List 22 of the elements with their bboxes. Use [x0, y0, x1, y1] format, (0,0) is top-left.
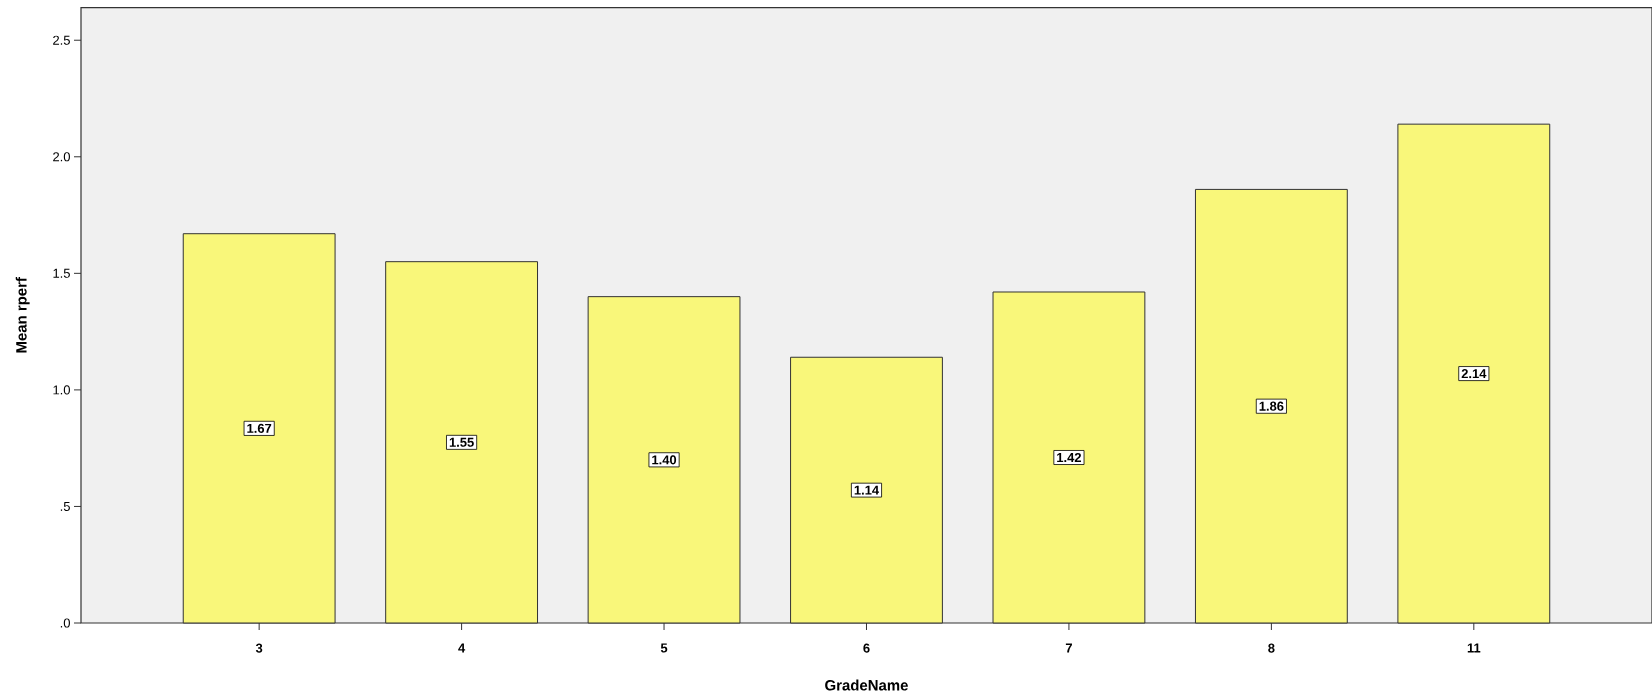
x-tick-label: 11	[1467, 643, 1481, 653]
y-tick-label: 2.5	[53, 35, 70, 45]
data-label: 1.67	[247, 423, 272, 433]
y-tick-label: .0	[60, 618, 70, 628]
data-label: 2.14	[1461, 369, 1487, 379]
y-axis-title: Mean rperf	[15, 277, 30, 353]
y-tick-label: .5	[60, 501, 70, 511]
data-label: 1.55	[449, 437, 474, 447]
data-label: 1.14	[854, 485, 880, 495]
x-tick-label: 5	[660, 643, 668, 653]
x-axis-title: GradeName	[825, 679, 908, 691]
x-tick-label: 4	[458, 643, 466, 653]
x-tick-label: 6	[863, 643, 870, 653]
x-tick-label: 8	[1268, 643, 1275, 653]
y-tick-label: 1.0	[53, 385, 70, 395]
x-tick-label: 3	[255, 643, 263, 653]
data-label: 1.86	[1259, 401, 1284, 411]
data-label: 1.42	[1057, 452, 1082, 463]
y-tick-label: 2.0	[53, 152, 70, 162]
y-tick-label: 1.5	[53, 268, 70, 278]
data-label: 1.40	[652, 455, 677, 465]
x-tick-label: 7	[1065, 643, 1072, 653]
